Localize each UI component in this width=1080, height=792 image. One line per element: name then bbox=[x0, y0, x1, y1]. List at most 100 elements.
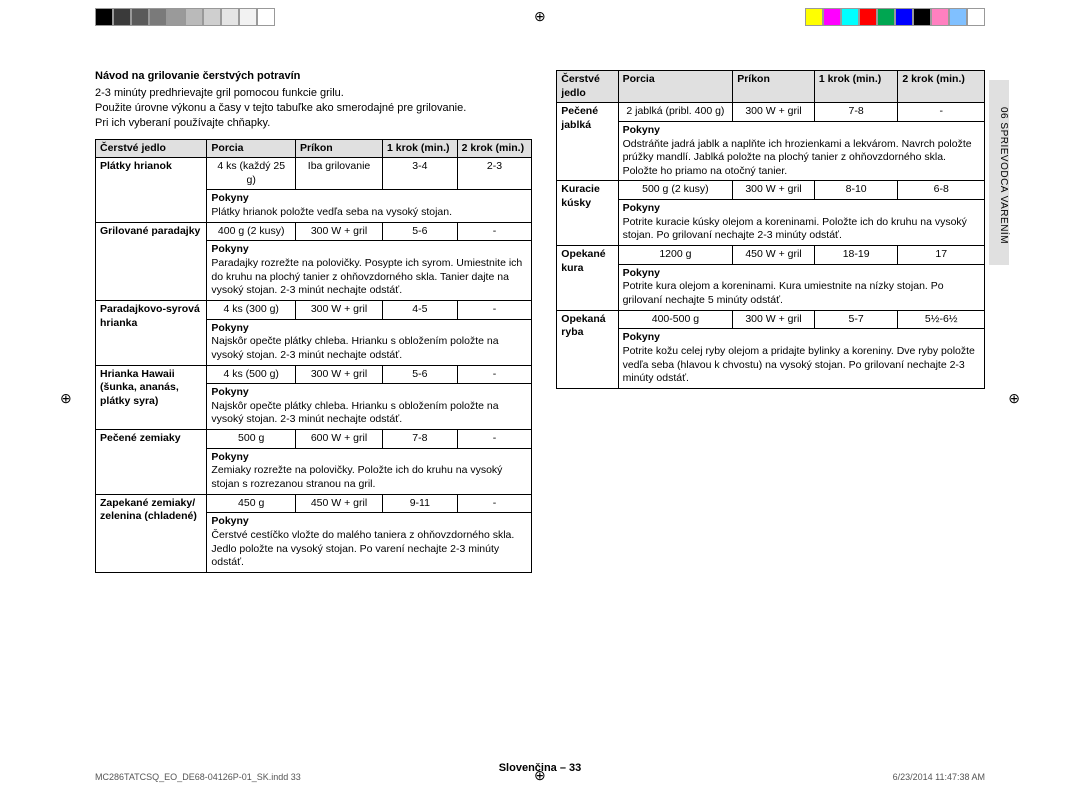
portion-cell: 4 ks (každý 25 g) bbox=[207, 158, 296, 190]
step1-cell: 5-7 bbox=[814, 310, 898, 329]
food-name: Grilované paradajky bbox=[96, 222, 207, 300]
instructions-text: Zemiaky rozrežte na polovičky. Položte i… bbox=[211, 464, 527, 491]
table-header: Príkon bbox=[295, 139, 382, 158]
instructions-text: Najskôr opečte plátky chleba. Hrianku s … bbox=[211, 400, 527, 427]
page-footer-right: 6/23/2014 11:47:38 AM bbox=[893, 772, 985, 782]
step2-cell: - bbox=[457, 222, 532, 241]
section-heading: Návod na grilovanie čerstvých potravín bbox=[95, 70, 532, 82]
power-cell: 600 W + gril bbox=[295, 430, 382, 449]
step2-cell: 17 bbox=[898, 246, 985, 265]
power-cell: 450 W + gril bbox=[295, 494, 382, 513]
instructions-label: Pokyny bbox=[211, 451, 527, 465]
instructions-text: Potrite kura olejom a koreninami. Kura u… bbox=[623, 280, 980, 307]
step1-cell: 7-8 bbox=[383, 430, 458, 449]
portion-cell: 2 jablká (pribl. 400 g) bbox=[618, 103, 733, 122]
step1-cell: 4-5 bbox=[383, 300, 458, 319]
registration-mark-icon: ⊕ bbox=[1008, 390, 1020, 407]
instructions-cell: PokynyNajskôr opečte plátky chleba. Hria… bbox=[207, 384, 532, 430]
instructions-label: Pokyny bbox=[211, 192, 527, 206]
table-header: Čerstvé jedlo bbox=[557, 71, 618, 103]
table-header: 2 krok (min.) bbox=[457, 139, 532, 158]
left-column: Návod na grilovanie čerstvých potravín 2… bbox=[95, 70, 532, 752]
food-name: Paradajkovo-syrová hrianka bbox=[96, 300, 207, 365]
portion-cell: 500 g (2 kusy) bbox=[618, 181, 733, 200]
calibration-bar-left bbox=[95, 8, 275, 26]
instructions-text: Čerstvé cestíčko vložte do malého tanier… bbox=[211, 529, 527, 570]
step1-cell: 8-10 bbox=[814, 181, 898, 200]
instructions-text: Najskôr opečte plátky chleba. Hrianku s … bbox=[211, 335, 527, 362]
table-header: 1 krok (min.) bbox=[814, 71, 898, 103]
step1-cell: 9-11 bbox=[383, 494, 458, 513]
instructions-label: Pokyny bbox=[623, 267, 980, 281]
step1-cell: 5-6 bbox=[383, 365, 458, 384]
portion-cell: 1200 g bbox=[618, 246, 733, 265]
power-cell: Iba grilovanie bbox=[295, 158, 382, 190]
instructions-cell: PokynyZemiaky rozrežte na polovičky. Pol… bbox=[207, 448, 532, 494]
instructions-cell: PokynyOdstráňte jadrá jablk a naplňte ic… bbox=[618, 121, 984, 181]
instructions-label: Pokyny bbox=[623, 331, 980, 345]
instructions-label: Pokyny bbox=[211, 515, 527, 529]
instructions-text: Potrite kožu celej ryby olejom a pridajt… bbox=[623, 345, 980, 386]
step2-cell: - bbox=[898, 103, 985, 122]
right-column: Čerstvé jedloPorciaPríkon1 krok (min.)2 … bbox=[556, 70, 985, 752]
portion-cell: 400-500 g bbox=[618, 310, 733, 329]
intro-text: 2-3 minúty predhrievajte gril pomocou fu… bbox=[95, 86, 532, 131]
instructions-cell: PokynyPotrite kuracie kúsky olejom a kor… bbox=[618, 200, 984, 246]
portion-cell: 500 g bbox=[207, 430, 296, 449]
food-name: Hrianka Hawaii (šunka, ananás, plátky sy… bbox=[96, 365, 207, 430]
instructions-cell: PokynyParadajky rozrežte na polovičky. P… bbox=[207, 241, 532, 301]
step2-cell: 6-8 bbox=[898, 181, 985, 200]
instructions-text: Odstráňte jadrá jablk a naplňte ich hroz… bbox=[623, 138, 980, 179]
instructions-cell: PokynyNajskôr opečte plátky chleba. Hria… bbox=[207, 319, 532, 365]
grilling-table-right: Čerstvé jedloPorciaPríkon1 krok (min.)2 … bbox=[556, 70, 985, 389]
instructions-cell: PokynyPotrite kožu celej ryby olejom a p… bbox=[618, 329, 984, 389]
instructions-label: Pokyny bbox=[623, 124, 980, 138]
food-name: Pečené zemiaky bbox=[96, 430, 207, 495]
step1-cell: 3-4 bbox=[383, 158, 458, 190]
instructions-cell: PokynyČerstvé cestíčko vložte do malého … bbox=[207, 513, 532, 573]
instructions-label: Pokyny bbox=[211, 322, 527, 336]
instructions-text: Potrite kuracie kúsky olejom a koreninam… bbox=[623, 216, 980, 243]
step2-cell: - bbox=[457, 300, 532, 319]
registration-mark-icon: ⊕ bbox=[60, 390, 72, 407]
food-name: Opekané kura bbox=[557, 246, 618, 311]
table-header: Príkon bbox=[733, 71, 815, 103]
table-header: Čerstvé jedlo bbox=[96, 139, 207, 158]
step1-cell: 5-6 bbox=[383, 222, 458, 241]
power-cell: 300 W + gril bbox=[295, 222, 382, 241]
page-footer-left: MC286TATCSQ_EO_DE68-04126P-01_SK.indd 33 bbox=[95, 772, 301, 782]
instructions-text: Paradajky rozrežte na polovičky. Posypte… bbox=[211, 257, 527, 298]
step2-cell: - bbox=[457, 494, 532, 513]
calibration-bar-right bbox=[805, 8, 985, 26]
instructions-cell: PokynyPotrite kura olejom a koreninami. … bbox=[618, 264, 984, 310]
instructions-label: Pokyny bbox=[211, 386, 527, 400]
food-name: Zapekané zemiaky/ zelenina (chladené) bbox=[96, 494, 207, 572]
intro-line: 2-3 minúty predhrievajte gril pomocou fu… bbox=[95, 87, 344, 99]
intro-line: Pri ich vyberaní používajte chňapky. bbox=[95, 117, 270, 129]
step1-cell: 18-19 bbox=[814, 246, 898, 265]
portion-cell: 450 g bbox=[207, 494, 296, 513]
page-content: Návod na grilovanie čerstvých potravín 2… bbox=[95, 70, 985, 752]
food-name: Opekaná ryba bbox=[557, 310, 618, 388]
step2-cell: - bbox=[457, 365, 532, 384]
section-tab: 06 SPRIEVODCA VARENÍM bbox=[989, 80, 1009, 265]
power-cell: 300 W + gril bbox=[733, 310, 815, 329]
table-header: Porcia bbox=[618, 71, 733, 103]
power-cell: 300 W + gril bbox=[733, 181, 815, 200]
instructions-label: Pokyny bbox=[623, 202, 980, 216]
table-header: 1 krok (min.) bbox=[383, 139, 458, 158]
registration-mark-icon: ⊕ bbox=[534, 8, 546, 25]
portion-cell: 400 g (2 kusy) bbox=[207, 222, 296, 241]
step2-cell: - bbox=[457, 430, 532, 449]
instructions-label: Pokyny bbox=[211, 243, 527, 257]
instructions-cell: PokynyPlátky hrianok položte vedľa seba … bbox=[207, 190, 532, 222]
instructions-text: Plátky hrianok položte vedľa seba na vys… bbox=[211, 206, 527, 220]
step2-cell: 5½-6½ bbox=[898, 310, 985, 329]
grilling-table-left: Čerstvé jedloPorciaPríkon1 krok (min.)2 … bbox=[95, 139, 532, 573]
table-header: 2 krok (min.) bbox=[898, 71, 985, 103]
portion-cell: 4 ks (300 g) bbox=[207, 300, 296, 319]
food-name: Pečené jablká bbox=[557, 103, 618, 181]
power-cell: 300 W + gril bbox=[733, 103, 815, 122]
table-header: Porcia bbox=[207, 139, 296, 158]
food-name: Plátky hrianok bbox=[96, 158, 207, 223]
